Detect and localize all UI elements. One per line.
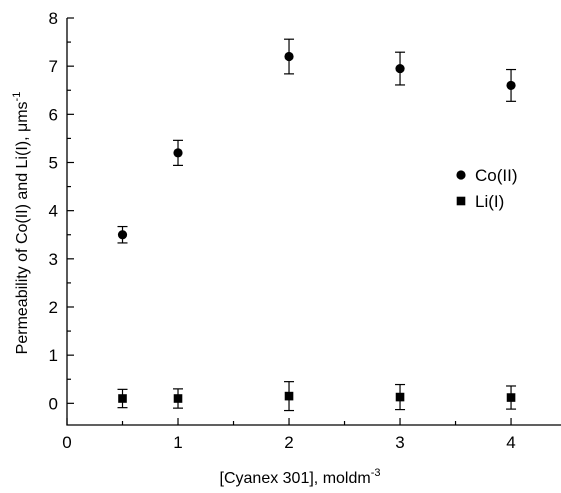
axis-lines <box>66 18 561 426</box>
x-tick-label: 1 <box>173 433 182 452</box>
data-point-co <box>173 148 183 158</box>
y-tick-label: 2 <box>49 298 58 317</box>
x-axis-title: [Cyanex 301], moldm-3 <box>220 467 381 487</box>
data-point-li <box>284 391 294 401</box>
plot-area: 0 1 2 3 4 0 1 2 3 4 5 6 7 8 Co(II) Li(I) <box>49 9 561 452</box>
y-tick-label: 0 <box>49 394 58 413</box>
y-axis-title: Permeability of Co(II) and Li(I), μms-1 <box>11 92 31 355</box>
x-tick-label: 2 <box>284 433 293 452</box>
x-tick-label: 3 <box>395 433 404 452</box>
x-tick-label: 4 <box>506 433 515 452</box>
y-tick-label: 7 <box>49 57 58 76</box>
legend-marker-circle <box>456 170 466 180</box>
y-tick-label: 3 <box>49 250 58 269</box>
y-tick-label: 1 <box>49 346 58 365</box>
data-point-li <box>173 394 183 403</box>
legend-marker-square <box>456 196 466 206</box>
x-tick-label: 0 <box>62 433 71 452</box>
data-point-co <box>506 80 516 91</box>
y-tick-label: 4 <box>49 202 58 221</box>
y-tick-label: 5 <box>49 153 58 172</box>
legend-label: Li(I) <box>475 192 504 211</box>
legend-label: Co(II) <box>475 166 518 185</box>
data-point-co <box>117 230 128 240</box>
y-tick-label: 6 <box>49 105 58 124</box>
data-point-li <box>118 394 127 403</box>
y-tick-label: 8 <box>49 9 58 28</box>
data-point-co <box>395 63 405 74</box>
data-point-li <box>395 392 405 402</box>
data-point-li <box>506 393 516 402</box>
data-point-co <box>284 51 294 62</box>
